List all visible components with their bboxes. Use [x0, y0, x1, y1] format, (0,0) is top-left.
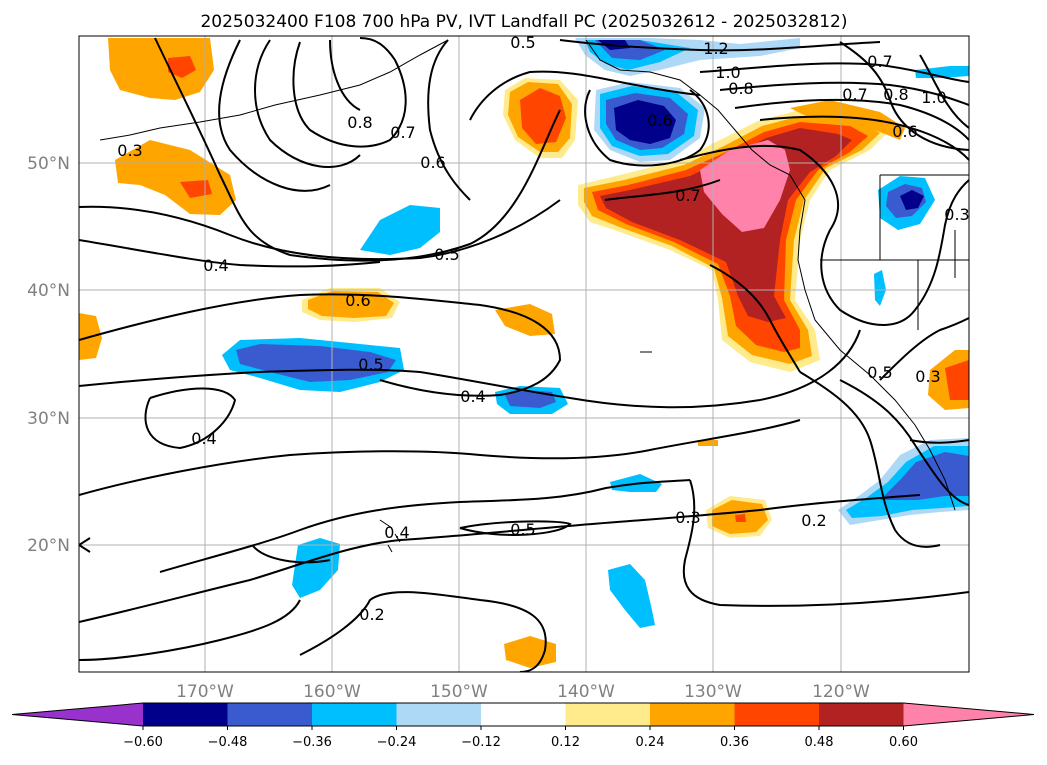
colorbar-segment	[396, 703, 482, 726]
colorbar-segment	[734, 703, 820, 726]
contour-label: 0.6	[345, 291, 370, 310]
contour-label: 0.5	[510, 520, 535, 539]
colorbar-tick-label: −0.24	[377, 735, 417, 750]
lon-tick-label: 160°W	[303, 682, 361, 702]
colorbar-tick-label: −0.48	[208, 735, 248, 750]
contour-label: 0.7	[675, 186, 700, 205]
lon-tick-label: 140°W	[557, 682, 615, 702]
lon-axis: 170°W 160°W 150°W 140°W 130°W 120°W	[176, 682, 870, 702]
contour-label: 0.3	[915, 367, 940, 386]
colorbar-extend-max	[903, 703, 1034, 726]
contour-label: 0.5	[434, 245, 459, 264]
contour-label: 0.4	[384, 523, 409, 542]
contour-label: 0.8	[883, 85, 908, 104]
contour-label: 0.4	[460, 387, 485, 406]
contour-label: 1.0	[715, 63, 740, 82]
colorbar-tick-label: −0.12	[461, 735, 501, 750]
contour-label: 0.7	[842, 85, 867, 104]
colorbar-segment	[819, 703, 904, 726]
colorbar-tick-label: 0.24	[636, 735, 665, 750]
contour-label: 0.7	[390, 123, 415, 142]
contour-label: 0.8	[347, 113, 372, 132]
contour-label: 0.7	[867, 52, 892, 71]
figure-title: 2025032400 F108 700 hPa PV, IVT Landfall…	[200, 12, 847, 32]
lat-tick-label: 50°N	[27, 154, 70, 174]
lon-tick-label: 170°W	[176, 682, 234, 702]
lon-tick-label: 150°W	[430, 682, 488, 702]
lat-tick-label: 30°N	[27, 409, 70, 429]
colorbar-segment	[565, 703, 651, 726]
lon-tick-label: 130°W	[684, 682, 742, 702]
contour-label: 0.2	[801, 511, 826, 530]
contour-label: 0.6	[420, 153, 445, 172]
colorbar-segment	[481, 703, 566, 726]
colorbar-tick-label: 0.36	[720, 735, 749, 750]
contour-label: 0.5	[867, 363, 892, 382]
colorbar-segment	[227, 703, 313, 726]
colorbar-extend-min	[12, 703, 143, 726]
pv-contours	[79, 37, 969, 672]
colorbar-segment	[312, 703, 397, 726]
contour-label: 0.5	[358, 355, 383, 374]
colorbar-tick-label: 0.60	[889, 735, 918, 750]
contour-label: 0.4	[191, 429, 216, 448]
map-panel: 0.5 1.2 1.0 0.8 0.7 0.8 0.7 0.6 1.0 0.3 …	[78, 33, 970, 673]
contour-label: 1.2	[703, 39, 728, 58]
colorbar-tick-label: −0.36	[292, 735, 332, 750]
contour-label: 0.3	[117, 141, 142, 160]
lat-axis: 50°N 40°N 30°N 20°N	[27, 154, 70, 556]
pc-fill-layer	[79, 38, 969, 668]
colorbar-segment	[143, 703, 228, 726]
lon-tick-label: 120°W	[812, 682, 870, 702]
map-frame	[78, 35, 970, 673]
contour-label-layer: 0.5 1.2 1.0 0.8 0.7 0.8 0.7 0.6 1.0 0.3 …	[117, 33, 969, 624]
colorbar-tick-label: −0.60	[123, 735, 163, 750]
contour-label: 0.6	[892, 122, 917, 141]
colorbar: −0.60 −0.48 −0.36 −0.24 −0.12 0.12 0.24 0.36 0.4…	[11, 702, 1035, 750]
colorbar-tick-label: 0.48	[805, 735, 834, 750]
contour-label: 0.5	[510, 33, 535, 52]
contour-label: 1.0	[921, 88, 946, 107]
contour-label: 0.3	[675, 508, 700, 527]
colorbar-segment	[650, 703, 735, 726]
contour-label: 0.2	[359, 605, 384, 624]
coastlines	[99, 39, 969, 553]
lat-tick-label: 40°N	[27, 281, 70, 301]
contour-label: 0.3	[944, 205, 969, 224]
colorbar-tick-label: 0.12	[551, 735, 580, 750]
contour-label: 0.6	[647, 111, 672, 130]
contour-label: 0.8	[728, 79, 753, 98]
lat-tick-label: 20°N	[27, 536, 70, 556]
contour-label: 0.4	[203, 256, 228, 275]
